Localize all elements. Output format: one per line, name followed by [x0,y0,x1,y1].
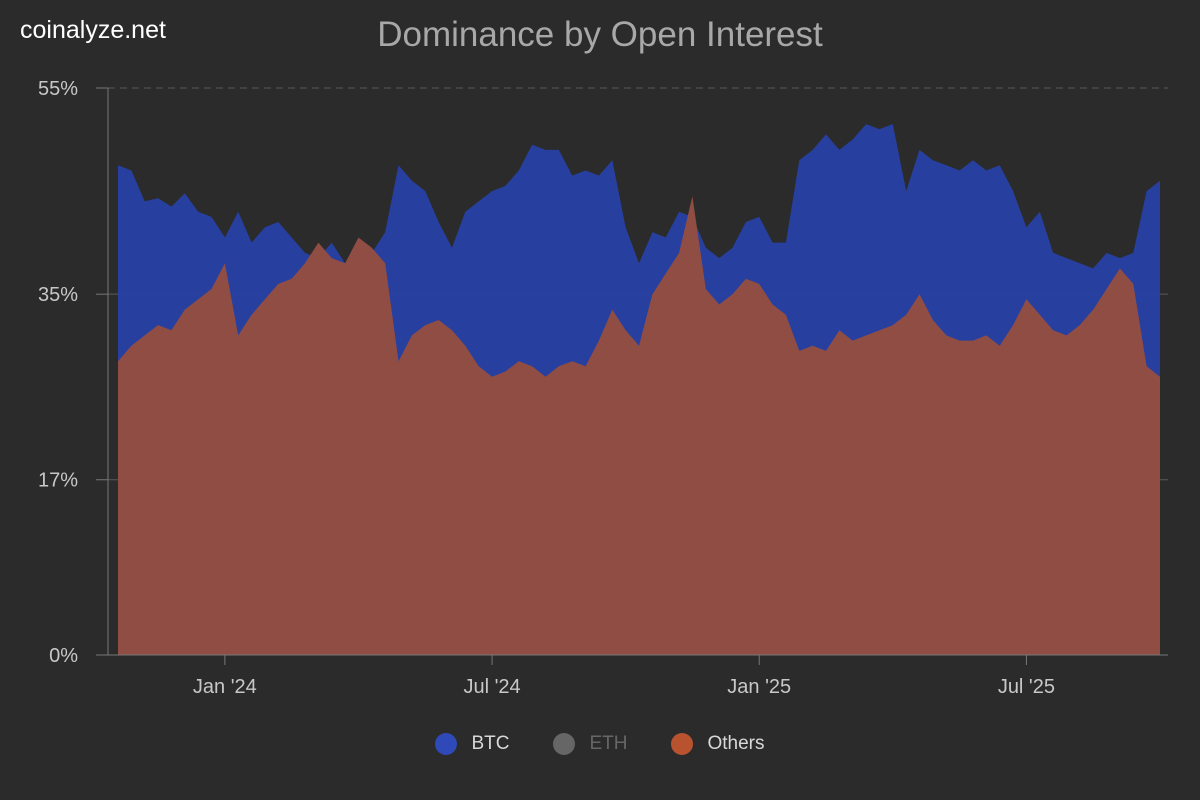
legend-label: BTC [471,733,510,754]
legend-label: Others [707,733,765,754]
x-tick-label: Jul '25 [998,676,1055,698]
legend-swatch [553,733,576,755]
legend-item-eth[interactable]: ETH [553,733,627,755]
chart-legend: BTC ETH Others [0,733,1200,755]
x-tick-label: Jan '24 [193,676,257,698]
chart-title: Dominance by Open Interest [377,15,823,54]
y-tick-label: 35% [38,284,78,306]
y-tick-label: 17% [38,470,78,492]
legend-item-others[interactable]: Others [671,733,765,755]
others-area[interactable] [118,196,1160,655]
legend-swatch [435,733,458,755]
legend-item-btc[interactable]: BTC [435,733,509,755]
legend-swatch [671,733,694,755]
x-tick-label: Jan '25 [727,676,791,698]
legend-label: ETH [589,733,628,754]
site-brand[interactable]: coinalyze.net [20,16,166,44]
x-tick-label: Jul '24 [463,676,520,698]
y-tick-label: 0% [49,645,78,667]
y-tick-label: 55% [38,78,78,100]
